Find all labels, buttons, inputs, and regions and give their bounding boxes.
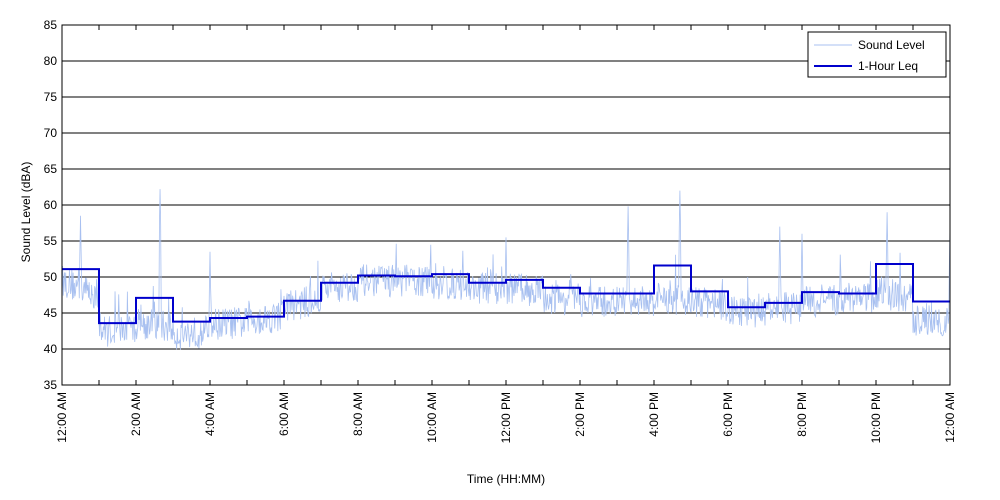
legend: Sound Level 1-Hour Leq [807,31,947,78]
y-tick-label: 50 [44,270,58,284]
x-tick-label: 6:00 AM [277,392,291,436]
x-tick-label: 12:00 PM [499,392,513,443]
x-tick-label: 4:00 PM [647,392,661,437]
y-tick-label: 60 [44,198,58,212]
legend-label-leq: 1-Hour Leq [858,59,918,73]
x-tick-label: 12:00 AM [943,392,957,443]
x-tick-label: 8:00 AM [351,392,365,436]
x-tick-label: 8:00 PM [795,392,809,437]
plot-frame [61,24,951,386]
x-tick-label: 10:00 AM [425,392,439,443]
x-tick-label: 2:00 PM [573,392,587,437]
y-tick-label: 70 [44,126,58,140]
leq-line [62,263,950,325]
gridlines [62,24,950,386]
y-tick-label: 45 [44,306,58,320]
legend-box [807,31,947,78]
x-tick-label: 2:00 AM [129,392,143,436]
legend-label-sound-level: Sound Level [858,38,925,52]
x-axis-title: Time (HH:MM) [467,472,545,486]
y-tick-label: 65 [44,162,58,176]
x-tick-label: 10:00 PM [869,392,883,443]
y-tick-label: 85 [44,18,58,32]
y-tick-label: 75 [44,90,58,104]
sound-level-series [61,189,951,350]
y-axis-title: Sound Level (dBA) [19,162,33,263]
leq-series [62,263,950,325]
y-tick-label: 35 [44,378,58,392]
sound-level-line [61,189,951,350]
y-tick-label: 55 [44,234,58,248]
y-tick-label: 40 [44,342,58,356]
y-tick-label: 80 [44,54,58,68]
x-tick-labels: 12:00 AM 2:00 AM 4:00 AM 6:00 AM 8:00 AM 10:0… [55,392,957,443]
x-tick-label: 4:00 AM [203,392,217,436]
x-tick-label: 6:00 PM [721,392,735,437]
y-tick-labels: 35 40 45 50 55 60 65 70 75 80 85 [44,18,58,392]
x-tick-label: 12:00 AM [55,392,69,443]
